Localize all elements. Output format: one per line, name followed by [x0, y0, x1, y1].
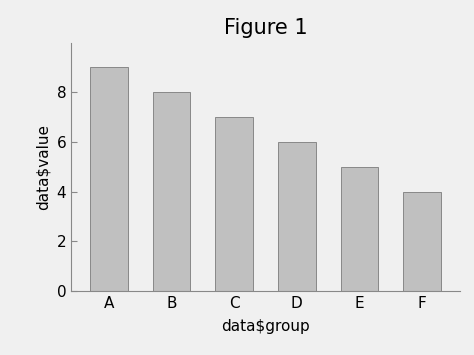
Bar	[403, 192, 441, 291]
Bar	[215, 117, 253, 291]
X-axis label: data$group: data$group	[221, 319, 310, 334]
Bar	[90, 67, 128, 291]
Title: Figure 1: Figure 1	[224, 18, 307, 38]
Bar	[153, 92, 190, 291]
Bar	[278, 142, 316, 291]
Y-axis label: data$value: data$value	[36, 124, 51, 210]
Bar	[341, 167, 378, 291]
